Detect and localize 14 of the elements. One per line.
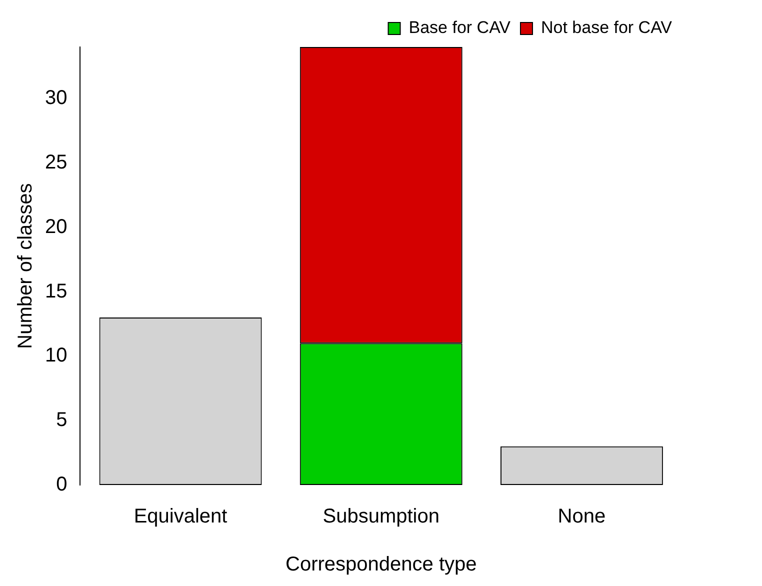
y-tick-label: 20 (44, 216, 68, 238)
y-tick-label: 15 (44, 280, 68, 302)
y-tick-label: 25 (44, 151, 68, 174)
y-tick-label: 5 (56, 409, 68, 432)
x-tick-label: Subsumption (322, 506, 440, 528)
x-tick-label: Equivalent (134, 506, 228, 528)
y-tick-label: 0 (56, 474, 68, 496)
x-axis-title: Correspondence type (286, 554, 477, 576)
y-axis-title: Number of classes (14, 183, 37, 349)
y-tick-label: 10 (44, 344, 68, 367)
x-tick-label: None (558, 506, 606, 528)
legend-label: Not base for CAV (540, 18, 673, 38)
y-tick-label: 30 (44, 87, 68, 110)
legend-label: Base for CAV (408, 18, 512, 38)
